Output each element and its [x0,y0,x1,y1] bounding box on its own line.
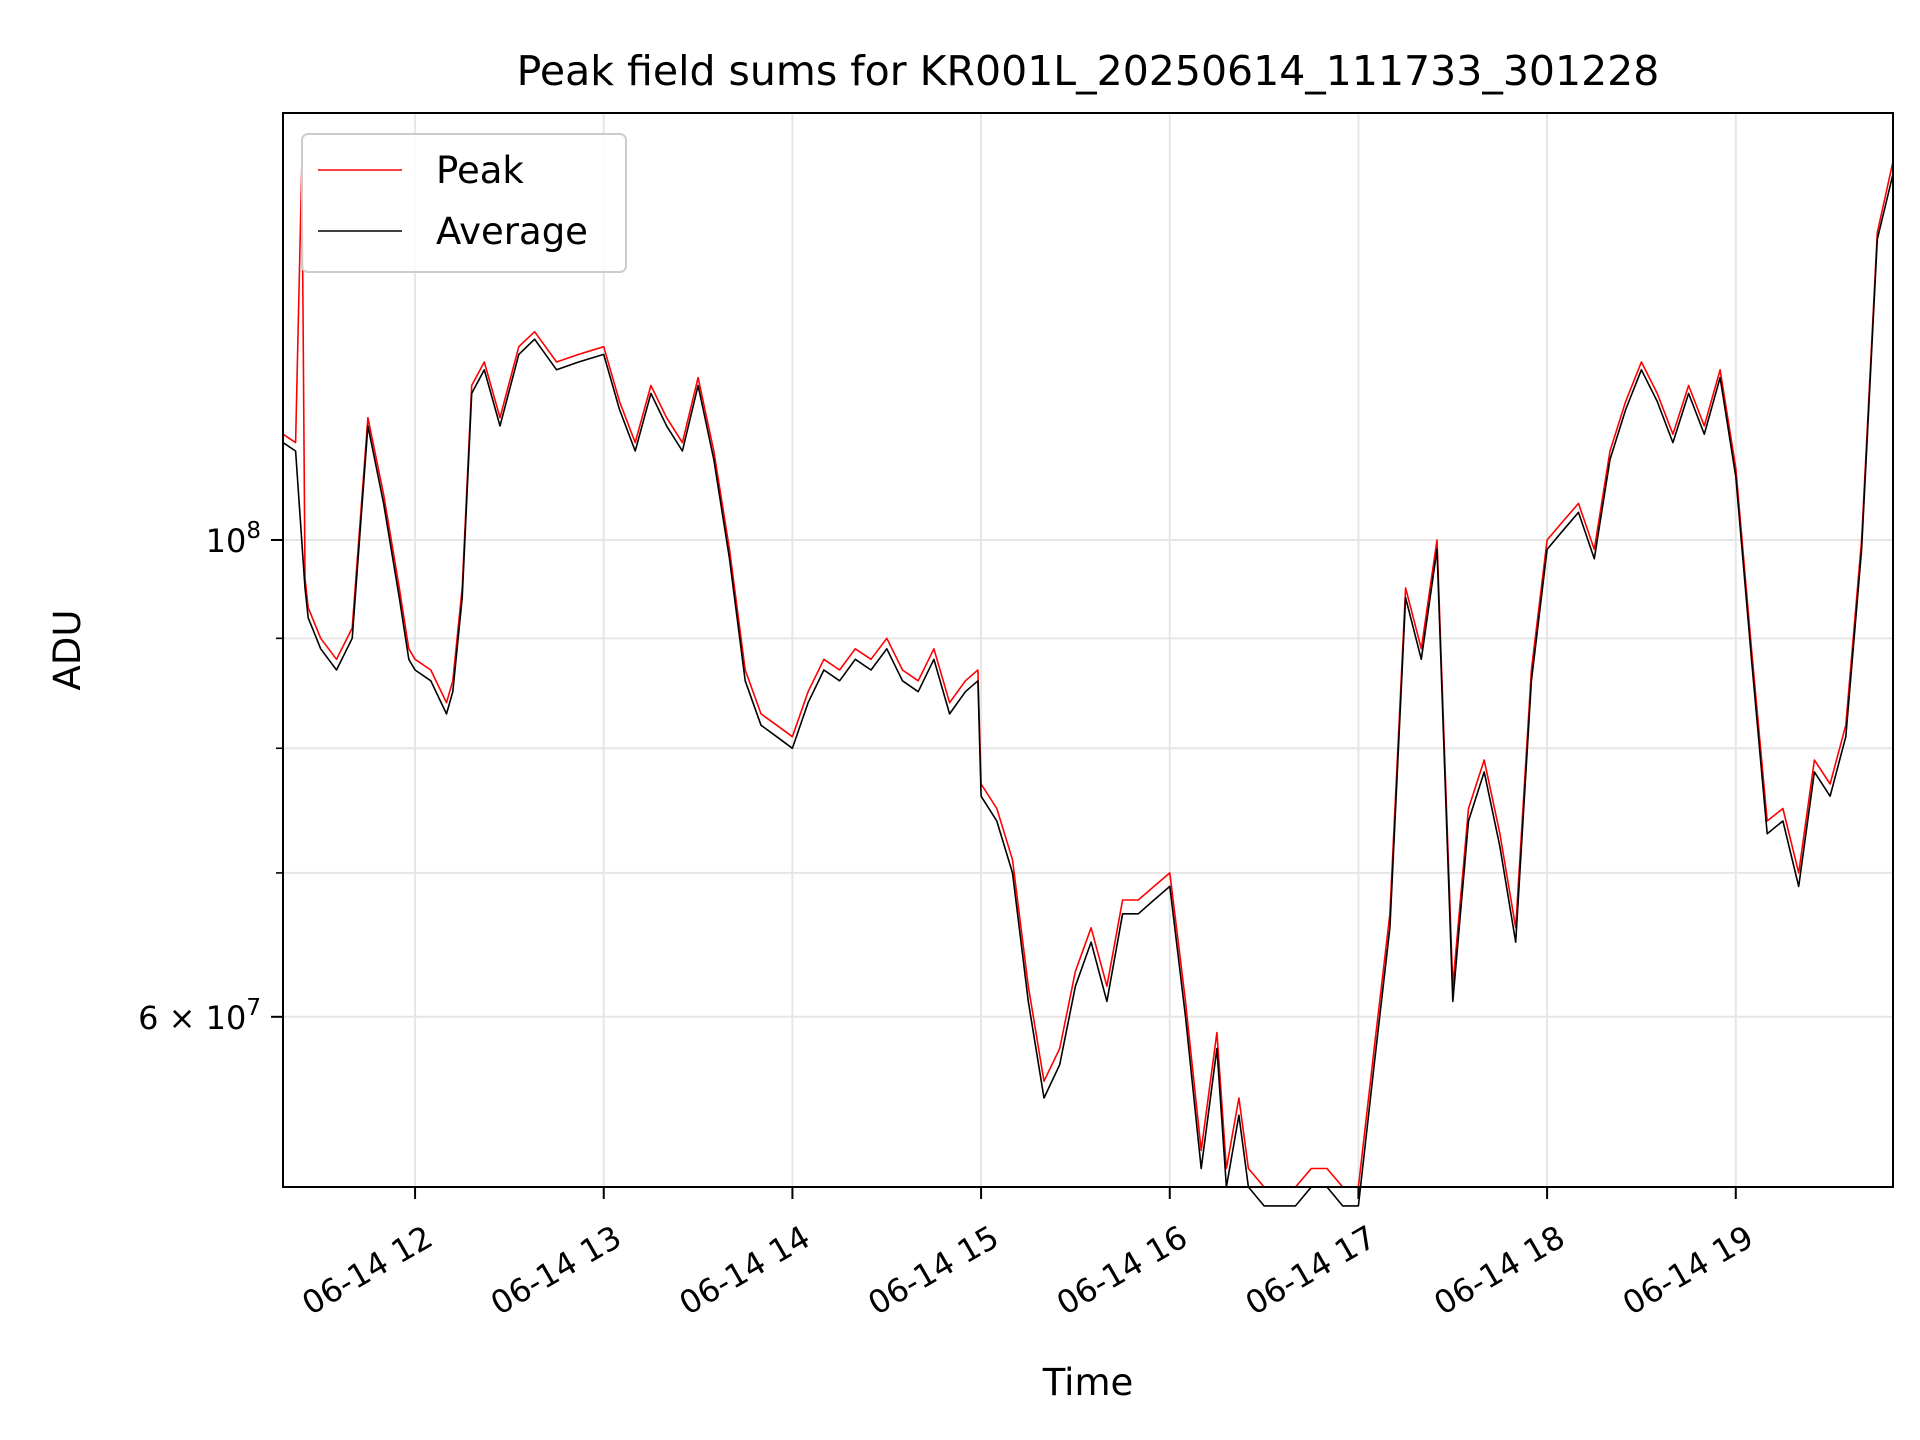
series-lines [282,160,1894,1207]
y-axis-label: ADU [46,610,89,691]
chart-title: Peak field sums for KR001L_20250614_1117… [517,47,1660,95]
y-tick-label-1: 108 [206,518,261,560]
plot-frame [282,112,1894,1188]
legend-label-average: Average [436,210,588,253]
legend: Peak Average [301,133,627,273]
grid [283,113,1893,1187]
series-line-average [282,173,1894,1207]
y-axis-ticks: 6 × 107 108 [138,518,283,1037]
legend-box [301,133,627,273]
series-line-peak [282,160,1894,1188]
y-tick-label-0: 6 × 107 [138,995,261,1037]
legend-label-peak: Peak [436,149,524,192]
x-axis-label: Time [1042,1361,1134,1404]
